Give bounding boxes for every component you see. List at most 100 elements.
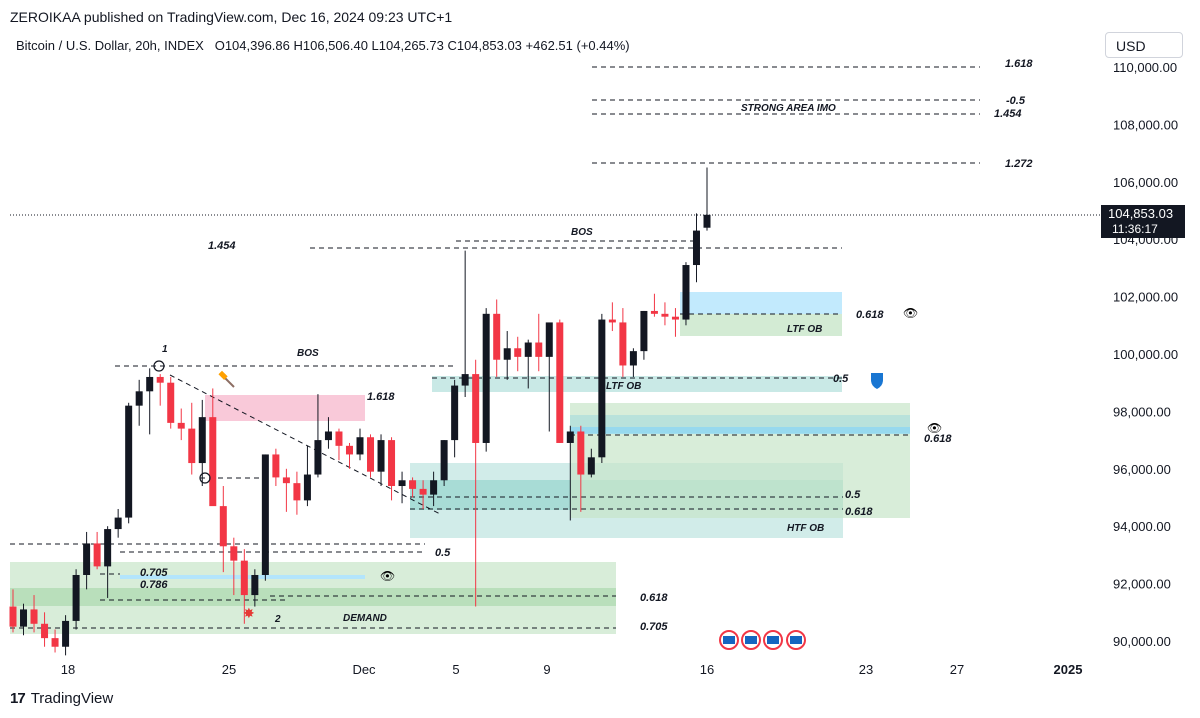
candle-body (261, 454, 269, 575)
candle-body (451, 385, 459, 441)
annotation-icons: 👁 👁 👁 ✸ (153, 306, 942, 650)
target-circle-icon (153, 360, 165, 372)
shield-icon (871, 373, 883, 389)
current-price-label: 104,853.03 (1108, 206, 1173, 221)
candle-body (377, 440, 385, 472)
x-tick-label: 16 (700, 662, 714, 677)
candle-body (240, 560, 248, 596)
currency-button[interactable]: USD (1105, 32, 1183, 58)
x-tick-label: 9 (543, 662, 550, 677)
label-0618-htf: 0.618 (924, 433, 952, 445)
candle-body (692, 230, 700, 266)
candle-body (388, 440, 396, 487)
demand-inner-zone (10, 588, 616, 606)
label-ltf-ob-mid: LTF OB (606, 381, 641, 392)
candle-body (282, 477, 290, 484)
candle-body (156, 376, 164, 383)
y-tick-label: 90,000.00 (1113, 634, 1171, 649)
label-1454-top: 1.454 (994, 108, 1022, 120)
ltf-ob-upper-blue-zone (680, 292, 842, 314)
candle-body (251, 574, 259, 596)
candle-body (629, 351, 637, 366)
publisher-line: ZEROIKAA published on TradingView.com, D… (10, 9, 453, 25)
candle-body (135, 391, 143, 406)
label-1: 1 (162, 344, 168, 355)
candle-body (219, 506, 227, 547)
blue-band-zone (570, 427, 910, 434)
candle-body (9, 606, 17, 627)
ohlc-values: O104,396.86 H106,506.40 L104,265.73 C104… (214, 38, 630, 53)
clock-circle-icon (199, 472, 211, 484)
candle-body (188, 428, 196, 464)
candle-body (198, 417, 206, 464)
y-tick-label: 100,000.00 (1113, 347, 1178, 362)
candle-body (209, 417, 217, 507)
label-0705-left: 0.705 (140, 567, 168, 579)
candle-body (125, 405, 133, 518)
time-axis[interactable]: 18 25 Dec 5 9 16 23 27 2025 (61, 662, 1083, 677)
price-axis[interactable]: 90,000.00 92,000.00 94,000.00 96,000.00 98,0… (1113, 60, 1178, 649)
label-2: 2 (274, 614, 281, 625)
label-05-mid: 0.5 (833, 373, 849, 385)
candle-body (472, 374, 480, 443)
eye-icon: 👁 (927, 421, 942, 435)
label-bos-left: BOS (297, 348, 319, 359)
candle-body (20, 609, 28, 627)
candle-body (419, 488, 427, 495)
eye-icon: 👁 (903, 306, 918, 320)
candle-body (104, 529, 112, 567)
label-htf-ob: HTF OB (787, 523, 824, 534)
current-price-badge: 104,853.03 11:36:17 (1101, 205, 1185, 238)
red-supply-zone (205, 395, 365, 421)
candle-body (41, 623, 49, 639)
candle-body (577, 431, 585, 475)
label-1454-left: 1.454 (208, 240, 236, 252)
countdown-label: 11:36:17 (1112, 222, 1158, 236)
candle-body (356, 437, 364, 455)
candle-body (661, 313, 669, 317)
candle-body (62, 620, 70, 647)
y-tick-label: 94,000.00 (1113, 519, 1171, 534)
candle-body (503, 348, 511, 360)
x-tick-label: 23 (859, 662, 873, 677)
candle-body (440, 440, 448, 481)
candle-body (367, 437, 375, 472)
candle-body (324, 431, 332, 441)
x-tick-label: 27 (950, 662, 964, 677)
x-tick-label: 5 (452, 662, 459, 677)
candle-body (230, 546, 238, 561)
y-tick-label: 96,000.00 (1113, 462, 1171, 477)
dashed-levels (10, 66, 980, 629)
label-bos-upper: BOS (571, 227, 593, 238)
candle-body (535, 342, 543, 357)
candle-body (482, 313, 490, 443)
label-strong-area: STRONG AREA IMO (741, 103, 836, 114)
tradingview-logo-icon: 17 (10, 690, 26, 707)
label-demand: DEMAND (343, 613, 387, 624)
candle-body (566, 431, 574, 443)
y-tick-label: 106,000.00 (1113, 175, 1178, 190)
footer: 17 TradingView (10, 690, 113, 707)
label-0618-htf2: 0.618 (845, 506, 873, 518)
candle-body (430, 480, 438, 495)
candle-body (314, 440, 322, 475)
candle-body (409, 480, 417, 489)
ltf-ob-mid-zone (432, 376, 842, 392)
candle-body (640, 310, 648, 352)
label-0618-demand: 0.618 (640, 592, 668, 604)
candle-body (272, 454, 280, 478)
burst-icon: ✸ (243, 605, 255, 621)
candle-body (335, 431, 343, 446)
hammer-icon (218, 370, 235, 388)
symbol-name[interactable]: Bitcoin / U.S. Dollar, 20h, INDEX (16, 38, 204, 53)
candle-body (146, 376, 154, 392)
candle-body (177, 422, 185, 429)
candle-body (167, 382, 175, 423)
candle-body (619, 322, 627, 366)
candle-body (30, 609, 38, 624)
y-tick-label: 98,000.00 (1113, 404, 1171, 419)
label-ltf-ob-upper: LTF OB (787, 324, 822, 335)
candle-body (72, 574, 80, 621)
candle-body (93, 543, 101, 567)
